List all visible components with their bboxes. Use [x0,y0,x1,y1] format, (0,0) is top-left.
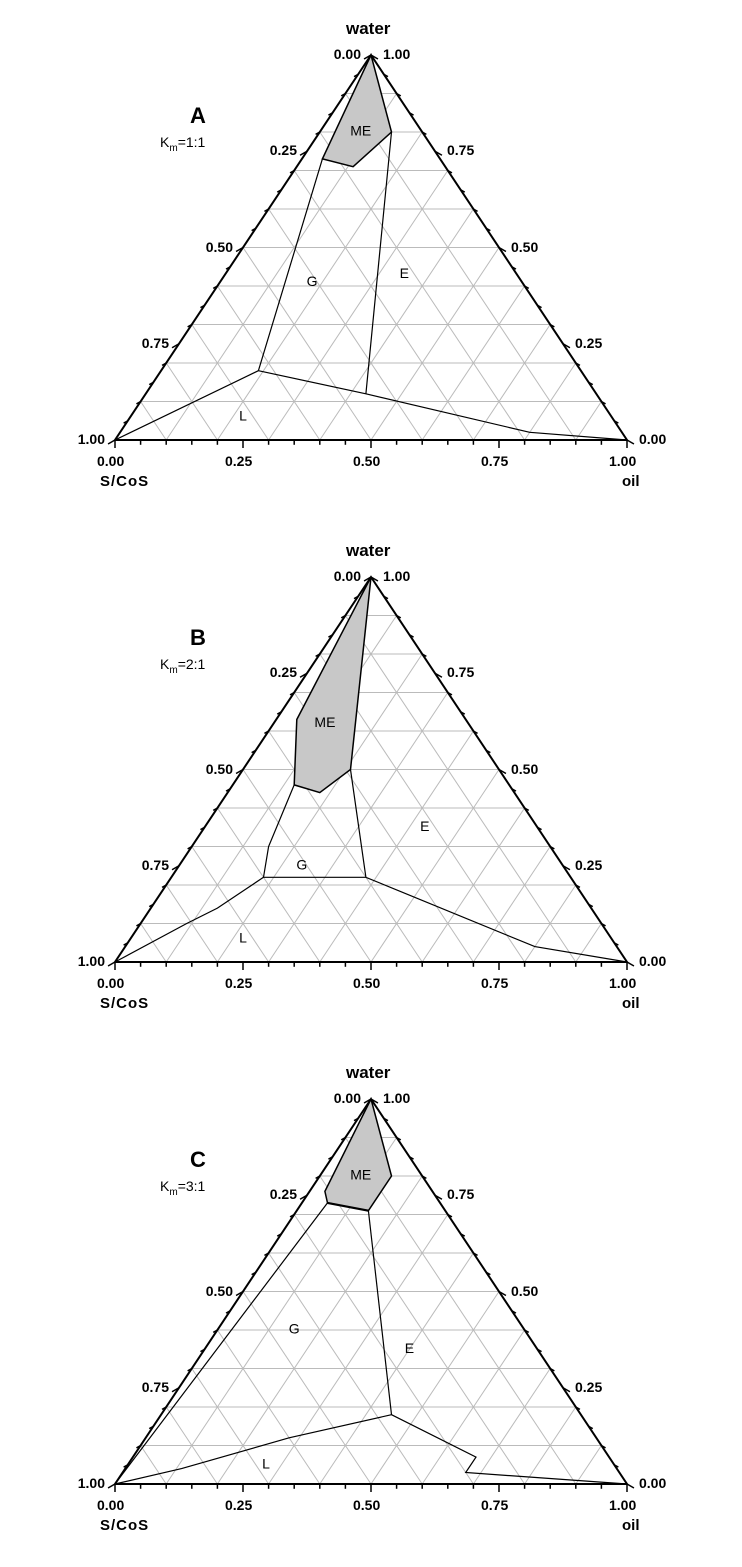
region-label-g: G [289,1321,300,1337]
ternary-panel-a: MEGEL0.001.000.000.250.750.250.500.500.5… [0,0,742,522]
vertex-label-right: oil [622,996,640,1011]
bottom-tick-label-0: 0.00 [97,454,124,468]
km-label: Km=2:1 [160,657,205,676]
ternary-svg: ME G E L [0,0,742,522]
region-label-e: E [420,818,429,834]
region-label-e: E [400,265,409,281]
right-tick-label-4: 0.00 [639,432,666,446]
bottom-tick-label-0: 0.00 [97,976,124,990]
left-tick-label-2: 0.50 [193,240,233,254]
bottom-tick-label-2: 0.50 [353,976,380,990]
right-tick-label-1: 0.75 [447,665,474,679]
grid [141,616,602,963]
bottom-tick-label-4: 1.00 [609,454,636,468]
phase-boundary-2 [115,371,258,440]
ternary-panel-c: MEGEL0.001.000.000.250.750.250.500.500.5… [0,1044,742,1566]
vertex-label-top: water [346,20,390,37]
region-label-g: G [307,273,318,289]
bottom-tick-label-2: 0.50 [353,454,380,468]
right-tick-label-2: 0.50 [511,240,538,254]
right-tick-label-3: 0.25 [575,336,602,350]
me-region [294,577,371,793]
left-tick-label-0: 0.00 [321,47,361,61]
left-tick-label-0: 0.00 [321,569,361,583]
left-tick-label-3: 0.75 [129,336,169,350]
left-tick-label-1: 0.25 [257,143,297,157]
phase-boundary-2 [368,1211,391,1415]
bottom-tick-label-2: 0.50 [353,1498,380,1512]
panel-id: C [190,1149,206,1171]
bottom-tick-label-0: 0.00 [97,1498,124,1512]
bottom-tick-label-1: 0.25 [225,454,252,468]
region-label-l: L [262,1455,270,1471]
right-tick-label-2: 0.50 [511,762,538,776]
ternary-panel-b: MEGEL0.001.000.000.250.750.250.500.500.5… [0,522,742,1044]
right-tick-label-1: 0.75 [447,143,474,157]
right-tick-label-1: 0.75 [447,1187,474,1201]
ternary-svg: ME G E L [0,522,742,1044]
vertex-label-left: S/CoS [100,996,149,1011]
left-tick-label-3: 0.75 [129,1380,169,1394]
region-label-e: E [405,1340,414,1356]
right-tick-label-3: 0.25 [575,858,602,872]
phase-boundary-1 [366,132,392,394]
right-tick-label-0: 1.00 [383,569,410,583]
phase-boundary-0 [258,159,322,371]
left-tick-label-1: 0.25 [257,1187,297,1201]
phase-boundary-4 [392,1415,628,1484]
ternary-svg: ME G E L [0,1044,742,1566]
left-tick-label-1: 0.25 [257,665,297,679]
km-label: Km=1:1 [160,135,205,154]
right-tick-label-4: 0.00 [639,954,666,968]
bottom-tick-label-1: 0.25 [225,1498,252,1512]
left-tick-label-0: 0.00 [321,1091,361,1105]
vertex-label-right: oil [622,474,640,489]
phase-boundary-3 [115,1415,392,1484]
bottom-tick-label-1: 0.25 [225,976,252,990]
left-tick-label-4: 1.00 [65,954,105,968]
left-tick-label-3: 0.75 [129,858,169,872]
right-tick-label-0: 1.00 [383,1091,410,1105]
bottom-tick-label-3: 0.75 [481,976,508,990]
phase-boundary-3 [258,371,627,440]
phase-boundary-0 [264,785,295,877]
region-label-me: ME [350,1167,371,1183]
left-tick-label-2: 0.50 [193,762,233,776]
vertex-label-top: water [346,1064,390,1081]
bottom-tick-label-4: 1.00 [609,1498,636,1512]
right-tick-label-2: 0.50 [511,1284,538,1298]
region-label-l: L [239,408,247,424]
bottom-tick-label-4: 1.00 [609,976,636,990]
bottom-tick-label-3: 0.75 [481,454,508,468]
right-tick-label-4: 0.00 [639,1476,666,1490]
panel-id: A [190,105,206,127]
left-tick-label-4: 1.00 [65,1476,105,1490]
region-label-me: ME [314,714,335,730]
km-label: Km=3:1 [160,1179,205,1198]
panel-id: B [190,627,206,649]
phase-boundary-2 [351,770,366,878]
region-label-l: L [239,930,247,946]
tick-marks [108,577,634,970]
vertex-label-left: S/CoS [100,474,149,489]
phase-boundary-1 [115,1203,328,1484]
right-tick-label-3: 0.25 [575,1380,602,1394]
bottom-tick-label-3: 0.75 [481,1498,508,1512]
region-label-me: ME [350,123,371,139]
vertex-label-right: oil [622,1518,640,1533]
left-tick-label-2: 0.50 [193,1284,233,1298]
right-tick-label-0: 1.00 [383,47,410,61]
left-tick-label-4: 1.00 [65,432,105,446]
vertex-label-top: water [346,542,390,559]
region-label-g: G [296,856,307,872]
vertex-label-left: S/CoS [100,1518,149,1533]
